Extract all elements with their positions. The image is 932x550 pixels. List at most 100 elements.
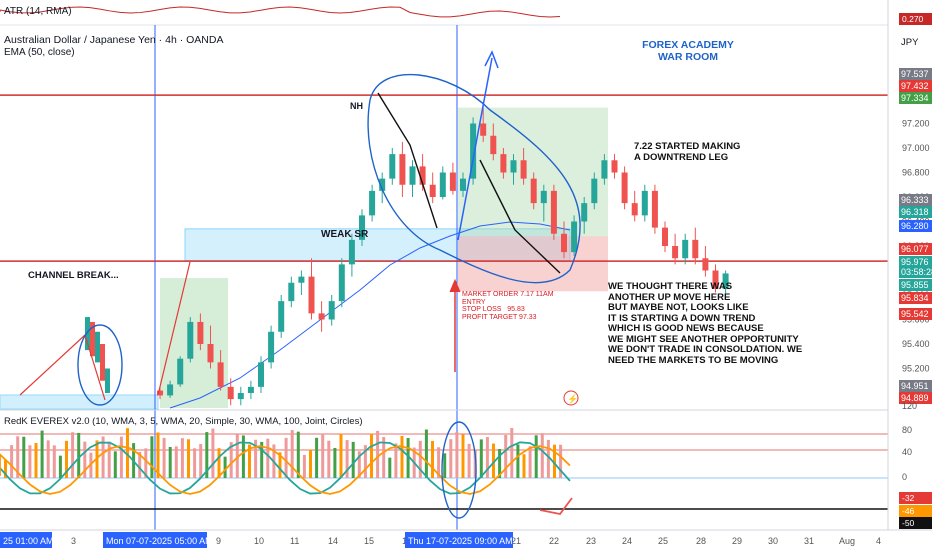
time-highlight: Mon 07-07-2025 05:00 AM: [103, 532, 213, 548]
candle-body: [712, 270, 719, 289]
osc-tag-bg: [899, 492, 932, 504]
price-tag-label: 97.334: [901, 93, 929, 103]
candle-body: [177, 358, 184, 385]
time-tick: 29: [732, 536, 742, 546]
candle-body: [227, 386, 234, 400]
time-tick: 21: [511, 536, 521, 546]
redk-label: RedK EVEREX v2.0 (10, WMA, 3, 5, WMA, 20…: [4, 416, 363, 427]
up-arrow-head: [484, 50, 499, 69]
time-tick: 25: [658, 536, 668, 546]
time-highlight-label: Thu 17-07-2025 09:00 AM: [408, 536, 513, 546]
order-note: MARKET ORDER 7.17 11AM ENTRY STOP LOSS 9…: [462, 291, 554, 321]
osc-bar: [296, 431, 300, 478]
osc-fast-line: [0, 441, 571, 495]
osc-bar: [504, 434, 508, 478]
osc-bar: [138, 451, 142, 478]
osc-bar: [492, 443, 495, 478]
circle-top: [367, 73, 581, 284]
time-tick: 11: [290, 536, 299, 546]
nh-label: NH: [350, 101, 363, 111]
price-tag-bg: [899, 80, 932, 92]
price-tag-label: 95.976: [901, 257, 929, 267]
candle-body: [601, 160, 608, 179]
osc-bar: [107, 441, 111, 478]
weak-sr-label: WEAK SR: [321, 229, 369, 240]
price-tag-bg: [899, 68, 932, 80]
candle-body: [100, 344, 105, 381]
ema50-line: [169, 221, 571, 409]
osc-bar: [510, 428, 514, 478]
price-tag-bg: [899, 194, 932, 206]
currency-label[interactable]: JPY: [901, 37, 919, 48]
price-tag-label: 96.280: [901, 221, 929, 231]
candle-body: [540, 190, 547, 204]
price-tag-label: 97.432: [901, 81, 929, 91]
osc-bar: [485, 437, 489, 478]
candle-body: [197, 321, 204, 344]
osc-bar: [52, 445, 56, 478]
candle-body: [90, 321, 95, 357]
candle-body: [187, 321, 194, 359]
price-tag-bg: [899, 279, 932, 291]
osc-bar: [77, 432, 81, 478]
time-highlight: 25 01:00 AM: [0, 532, 54, 548]
osc-bar: [46, 440, 50, 478]
price-tag-label: 94.889: [901, 393, 929, 403]
osc-bar: [394, 443, 398, 478]
osc-bar: [345, 440, 349, 478]
osc-bar: [534, 435, 538, 478]
osc-tag: -32: [899, 492, 932, 504]
candle-body: [258, 362, 264, 387]
price-tick: 96.800: [902, 168, 930, 178]
entry-arrow-head: [449, 278, 461, 293]
time-tick: 30: [768, 536, 778, 546]
time-tick: 28: [696, 536, 706, 546]
osc-bar: [528, 446, 532, 478]
osc-bar: [363, 445, 367, 478]
academy-note: FOREX ACADEMY WAR ROOM: [642, 39, 734, 63]
osc-tick: 40: [902, 447, 912, 457]
candle-body: [460, 178, 466, 191]
time-tick: 14: [328, 536, 338, 546]
osc-bar: [278, 452, 282, 478]
osc-bar: [150, 436, 154, 478]
osc-bar: [65, 440, 68, 478]
price-tag-bg: [899, 380, 932, 392]
osc-tag-label: -50: [902, 518, 915, 528]
candle-body: [85, 317, 90, 351]
time-highlight-label: Mon 07-07-2025 05:00 AM: [106, 536, 213, 546]
osc-bar: [302, 454, 306, 478]
candle-body: [722, 273, 729, 289]
price-tick: 97.000: [902, 143, 930, 153]
circle-osc: [441, 421, 477, 519]
osc-bar: [205, 432, 209, 478]
candle-body: [682, 239, 689, 259]
osc-bar: [260, 441, 264, 478]
time-tick: 23: [586, 536, 596, 546]
osc-bar: [382, 437, 386, 478]
candle-body: [439, 172, 446, 197]
candle-body: [651, 190, 658, 228]
candle-body: [348, 239, 355, 265]
osc-bar: [351, 441, 355, 478]
price-tick: 95.400: [902, 339, 930, 349]
thought-note: WE THOUGHT THERE WAS ANOTHER UP MOVE HER…: [608, 281, 803, 366]
candle-body: [581, 203, 588, 222]
candle-body: [298, 276, 305, 283]
price-tag-label: 94.951: [901, 381, 929, 391]
ema-label: EMA (50, close): [4, 47, 75, 58]
candle-body: [308, 276, 315, 314]
price-tag: 97.334: [899, 92, 932, 104]
alert-icon: [563, 390, 579, 406]
osc-bar: [559, 444, 563, 478]
candle-body: [641, 190, 648, 216]
candle-body: [429, 184, 436, 197]
osc-bar: [449, 439, 453, 478]
downtrend-note: 7.22 STARTED MAKING A DOWNTREND LEG: [634, 141, 741, 163]
price-tag: 96.280: [899, 220, 932, 232]
candles: [85, 105, 729, 406]
osc-bar: [461, 434, 465, 478]
price-tag-bg: [899, 220, 932, 232]
price-tag-label: 95.542: [901, 309, 929, 319]
